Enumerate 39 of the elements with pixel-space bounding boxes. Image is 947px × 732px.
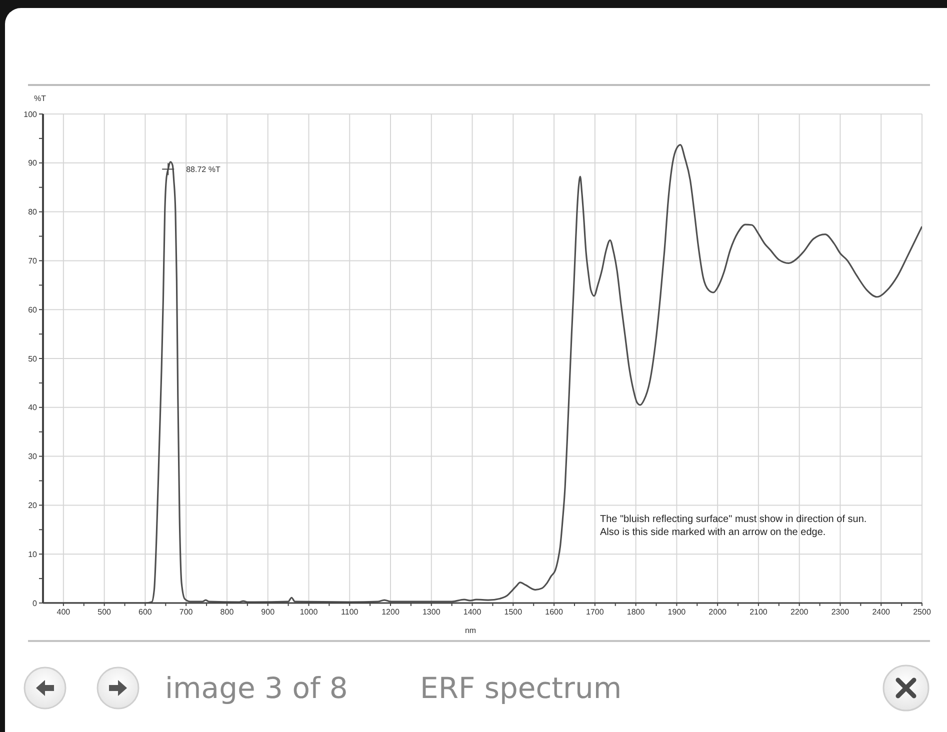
annotation: The "bluish reflecting surface" must show in direction of sun. Also is this side marked with an arrow on the edge. <box>600 513 867 539</box>
x-tick-label: 1000 <box>300 608 318 617</box>
x-tick-label: 1600 <box>545 608 564 617</box>
x-tick-label: 2100 <box>750 608 768 617</box>
text: ERF spectrum <box>420 670 622 706</box>
y-tick-label: 80 <box>28 208 38 217</box>
x-tick-label: 400 <box>56 608 71 617</box>
x-tick-label: 2300 <box>831 608 850 617</box>
y-tick-label: 20 <box>28 501 38 510</box>
x-tick-label: 1100 <box>341 608 359 617</box>
x-axis-title: nm <box>464 626 476 635</box>
x-tick-label: 1700 <box>586 608 604 617</box>
x-tick-label: 1800 <box>626 608 646 617</box>
text: image 3 of 8 <box>165 670 348 706</box>
y-tick-label: 70 <box>28 256 38 266</box>
y-tick-label: 50 <box>28 354 38 364</box>
y-tick-label: 10 <box>28 550 38 559</box>
x-tick-label: 700 <box>179 608 194 617</box>
x-tick-label: 1900 <box>668 608 686 617</box>
x-tick-label: 1200 <box>382 608 400 617</box>
x-tick-label: 1300 <box>422 608 441 617</box>
y-tick-label: 60 <box>28 305 38 314</box>
y-tick-label: 90 <box>28 158 38 168</box>
annotation: 88.72 %T <box>186 165 220 174</box>
y-tick-label: 100 <box>24 110 38 119</box>
x-tick-label: 1400 <box>463 608 482 617</box>
y-tick-label: 30 <box>28 452 38 462</box>
x-tick-label: 1500 <box>504 608 523 617</box>
y-axis-title: %T <box>34 94 46 103</box>
x-tick-label: 2000 <box>708 608 728 617</box>
x-tick-label: 2500 <box>913 608 932 617</box>
x-tick-label: 2200 <box>790 608 809 617</box>
y-tick-label: 40 <box>28 403 38 412</box>
x-tick-label: 800 <box>220 608 234 617</box>
x-tick-label: 2400 <box>872 608 891 617</box>
y-tick-label: 0 <box>32 598 38 608</box>
x-tick-label: 600 <box>138 608 152 617</box>
x-tick-label: 500 <box>98 608 112 617</box>
x-tick-label: 900 <box>261 608 276 617</box>
